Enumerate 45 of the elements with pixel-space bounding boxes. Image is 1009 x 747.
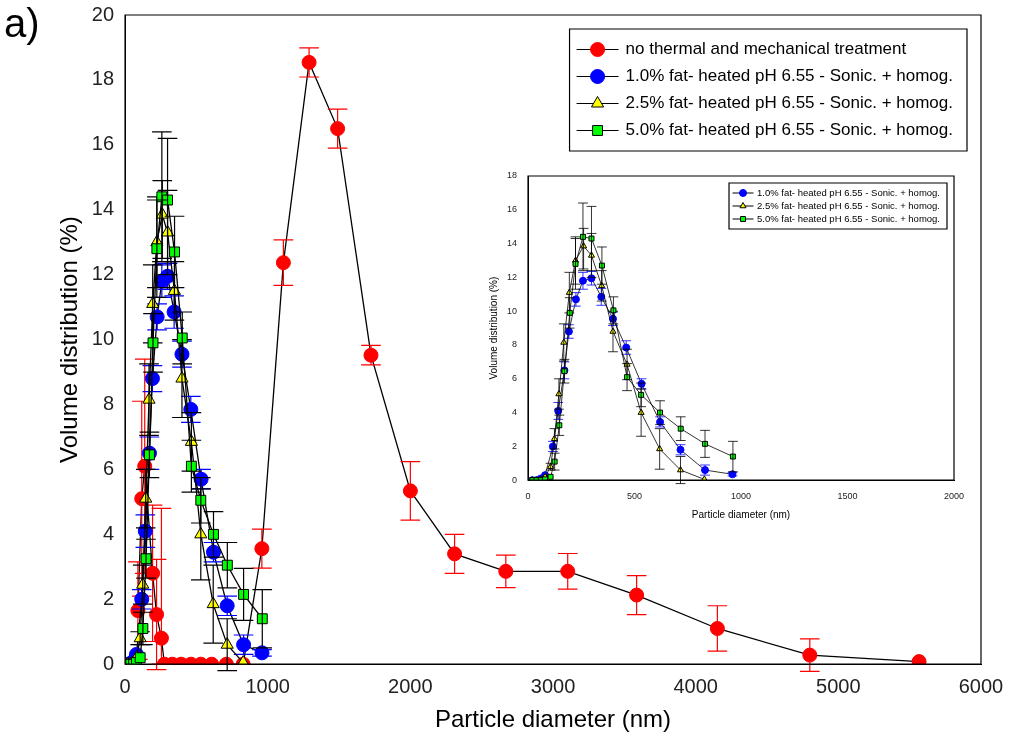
y-tick-label: 8 [512,339,518,350]
x-tick-label: 0 [525,491,531,502]
y-tick-label: 2 [102,586,115,609]
y-tick-label: 20 [91,2,115,25]
x-tick-label: 2000 [388,674,433,697]
legend-label: 5.0% fat- heated pH 6.55 - Sonic. + homog. [625,120,953,140]
x-tick-label: 5000 [816,674,861,697]
y-tick-label: 10 [507,305,518,316]
y-tick-label: 18 [507,170,518,181]
text: a) [4,1,40,46]
legend-label: 1.0% fat- heated pH 6.55 - Sonic. + homog. [757,186,941,198]
y-tick-label: 2 [512,440,518,451]
x-tick-label: 1500 [837,491,858,502]
y-tick-label: 16 [91,132,115,155]
y-tick-label: 12 [507,271,518,282]
x-tick-label: 2000 [943,491,965,502]
legend-label: 2.5% fat- heated pH 6.55 - Sonic. + homog. [757,199,941,211]
y-tick-label: 8 [102,392,115,415]
x-tick-label: 3000 [530,674,576,697]
y-axis-title: Volume distribution (%) [487,276,499,380]
y-tick-label: 18 [91,67,115,90]
y-tick-label: 6 [512,373,518,384]
legend-label: no thermal and mechanical treatment [625,39,907,59]
legend-label: 5.0% fat- heated pH 6.55 - Sonic. + homog. [757,212,941,224]
y-tick-label: 10 [91,327,115,350]
x-tick-label: 1000 [730,491,752,502]
y-tick-label: 6 [102,456,115,479]
y-tick-label: 4 [512,407,518,418]
y-tick-label: 0 [512,474,518,485]
x-tick-label: 500 [626,491,643,502]
y-tick-label: 0 [102,651,115,674]
y-tick-label: 14 [507,238,518,249]
x-tick-label: 1000 [245,674,290,697]
legend-label: 2.5% fat- heated pH 6.55 - Sonic. + homog. [625,93,953,113]
x-axis-title: Particle diameter (nm) [434,705,672,733]
x-tick-label: 4000 [673,674,718,697]
x-tick-label: 0 [119,674,131,697]
y-tick-label: 14 [91,197,115,220]
y-tick-label: 16 [507,204,518,215]
x-tick-label: 6000 [958,674,1004,697]
y-tick-label: 12 [91,262,115,285]
legend-label: 1.0% fat- heated pH 6.55 - Sonic. + homog. [625,66,953,86]
y-tick-label: 4 [102,521,115,544]
x-axis-title: Particle diameter (nm) [691,508,791,520]
y-axis-title: Volume distribution (%) [55,216,83,463]
